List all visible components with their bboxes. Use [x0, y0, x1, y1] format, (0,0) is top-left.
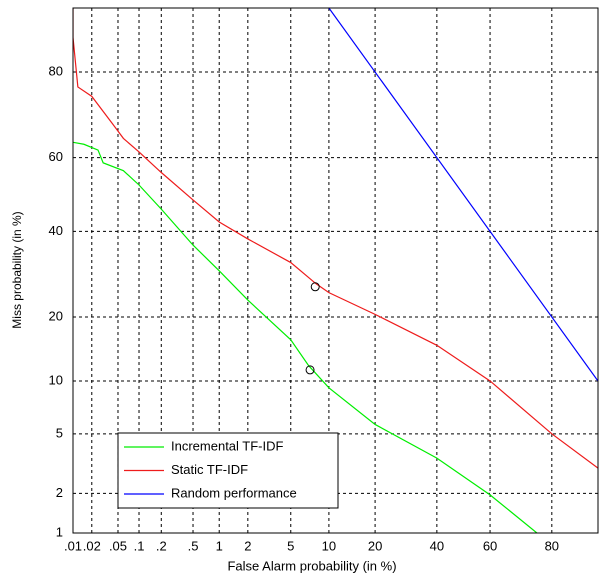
x-tick-label: .01 — [64, 538, 82, 553]
x-tick-label: 20 — [368, 538, 382, 553]
x-axis-label: False Alarm probability (in %) — [227, 558, 396, 573]
det-curve — [73, 8, 598, 469]
x-tick-label: 80 — [545, 538, 559, 553]
y-tick-label: 20 — [49, 308, 63, 323]
det-curve — [73, 141, 538, 533]
y-tick-label: 40 — [49, 223, 63, 238]
y-tick-label: 1 — [56, 524, 63, 539]
y-tick-label: 60 — [49, 149, 63, 164]
y-axis-label: Miss probability (in %) — [10, 211, 24, 328]
y-tick-label: 5 — [56, 425, 63, 440]
y-tick-label: 2 — [56, 485, 63, 500]
legend-label: Incremental TF-IDF — [171, 438, 284, 453]
x-tick-label: 10 — [322, 538, 336, 553]
x-tick-label: .05 — [109, 538, 127, 553]
x-tick-label: .1 — [134, 538, 145, 553]
plot-frame — [72, 7, 599, 534]
y-tick-label: 10 — [49, 372, 63, 387]
y-tick-label: 80 — [49, 63, 63, 78]
legend-label: Random performance — [171, 485, 297, 500]
operating-point — [305, 365, 315, 375]
x-tick-label: .2 — [156, 538, 167, 553]
x-tick-label: 40 — [430, 538, 444, 553]
x-tick-label: 5 — [287, 538, 294, 553]
legend-label: Static TF-IDF — [171, 462, 248, 477]
legend-box — [117, 432, 339, 509]
x-tick-label: .5 — [188, 538, 199, 553]
x-tick-label: 2 — [244, 538, 251, 553]
operating-point — [310, 282, 320, 292]
x-tick-label: .02 — [83, 538, 101, 553]
x-tick-label: 1 — [216, 538, 223, 553]
det-curve — [328, 8, 598, 382]
x-tick-label: 60 — [483, 538, 497, 553]
